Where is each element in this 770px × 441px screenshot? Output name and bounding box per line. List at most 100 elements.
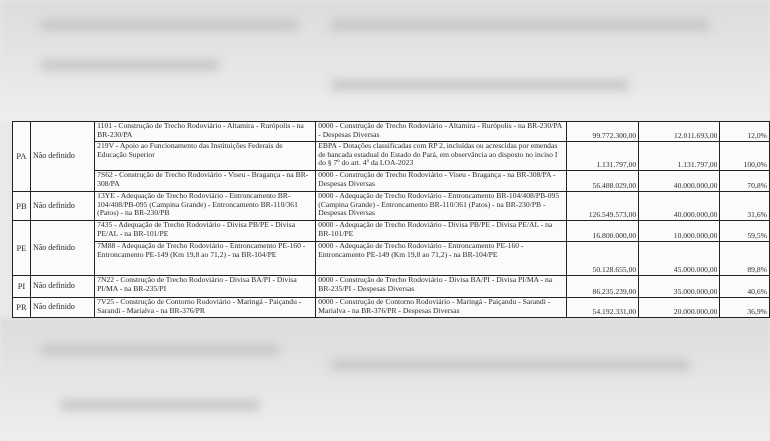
- blurred-text: [40, 345, 280, 355]
- dotacao: 54.192.331,00: [565, 297, 640, 318]
- valor-text: 40.000.000,00: [673, 211, 718, 220]
- plano-orcamentario-text: 0000 - Construção de Trecho Rodoviário -…: [318, 171, 556, 188]
- acao-text: 7V25 - Construção de Contorno Rodoviário…: [97, 298, 302, 315]
- dotacao-text: 56.488.029,00: [592, 182, 637, 191]
- percentual: 12,0%: [719, 121, 770, 142]
- table-row: 7M88 - Adequação de Trecho Rodoviário - …: [13, 241, 770, 276]
- table-row: PE Não definido 7435 - Adequação de Trecho…: [12, 220, 770, 276]
- valor-text: 20.000.000,00: [673, 308, 718, 317]
- table-row: PR Não definido 7V25 - Construção de Conto…: [12, 297, 770, 318]
- valor-text: 45.000.000,00: [673, 266, 718, 275]
- uf: PR: [12, 297, 31, 318]
- acao: 13YE - Adequação de Trecho Rodoviário - …: [94, 191, 317, 221]
- table-row: PA Não definido 1101 - Construção de Trech…: [12, 121, 770, 192]
- budget-table: PA Não definido 1101 - Construção de Trech…: [12, 121, 770, 318]
- valor-text: 12.011.693,00: [674, 132, 718, 141]
- dotacao: 86.235.239,00: [565, 275, 640, 298]
- status-text: Não definido: [32, 243, 75, 252]
- plano-orcamentario: 0000 - Construção de Trecho Rodoviário -…: [315, 121, 567, 142]
- dotacao-text: 16.800.000,00: [592, 232, 637, 241]
- valor-text: 10.000.000,00: [673, 232, 718, 241]
- valor-text: 1.131.797,00: [677, 161, 718, 170]
- table-row: 219V - Apoio ao Funcionamento das Instit…: [13, 141, 770, 171]
- valor: 20.000.000,00: [638, 297, 721, 318]
- percentual: 36,9%: [719, 297, 770, 318]
- plano-orcamentario-text: EBPA - Dotações classificadas com RP 2, …: [318, 142, 558, 168]
- dotacao-text: 86.235.239,00: [592, 288, 637, 297]
- percentual: 31,6%: [719, 191, 770, 221]
- plano-orcamentario: 0000 - Construção de Trecho Rodoviário -…: [315, 170, 567, 192]
- acao-text: 7N22 - Construção de Trecho Rodoviário -…: [97, 276, 297, 293]
- blurred-text: [330, 80, 630, 90]
- dotacao: 1.131.797,00: [565, 141, 640, 171]
- uf-text: PA: [16, 152, 27, 161]
- acao-text: 7M88 - Adequação de Trecho Rodoviário - …: [97, 242, 306, 259]
- plano-orcamentario: 0000 - Adequação de Trecho Rodoviário - …: [315, 191, 567, 221]
- status-text: Não definido: [32, 303, 75, 312]
- table-row: PI Não definido 7N22 - Construção de Trech…: [12, 275, 770, 298]
- uf: PA: [12, 121, 31, 192]
- blurred-text: [330, 360, 690, 370]
- percentual: 70,8%: [719, 170, 770, 192]
- valor-text: 40.000.000,00: [673, 182, 718, 191]
- percentual-text: 100,0%: [743, 161, 767, 170]
- acao: 7S62 - Construção de Trecho Rodoviário -…: [94, 170, 317, 192]
- uf: PI: [12, 275, 31, 298]
- status: Não definido: [29, 220, 96, 276]
- acao-text: 13YE - Adequação de Trecho Rodoviário - …: [97, 192, 298, 218]
- status-text: Não definido: [32, 282, 75, 291]
- percentual: 40,6%: [719, 275, 770, 298]
- percentual: 89,8%: [719, 241, 770, 276]
- status: Não definido: [29, 191, 96, 221]
- plano-orcamentario-text: 0000 - Adequação de Trecho Rodoviário - …: [318, 192, 560, 218]
- percentual-text: 40,6%: [747, 288, 767, 297]
- acao-text: 219V - Apoio ao Funcionamento das Instit…: [97, 142, 283, 159]
- acao-text: 7435 - Adequação de Trecho Rodoviário - …: [97, 221, 296, 238]
- uf-text: PE: [16, 243, 27, 253]
- blurred-text: [330, 20, 710, 30]
- status-text: Não definido: [32, 152, 75, 161]
- acao: 7V25 - Construção de Contorno Rodoviário…: [94, 297, 317, 318]
- valor: 40.000.000,00: [638, 170, 721, 192]
- dotacao-text: 50.128.655,00: [592, 266, 637, 275]
- valor: 35.000.000,00: [638, 275, 721, 298]
- dotacao-text: 1.131.797,00: [596, 161, 637, 170]
- table-row: 7S62 - Construção de Trecho Rodoviário -…: [13, 170, 770, 192]
- acao-text: 7S62 - Construção de Trecho Rodoviário -…: [97, 171, 309, 188]
- plano-orcamentario-text: 0000 - Adequação de Trecho Rodoviário - …: [318, 221, 553, 238]
- dotacao: 56.488.029,00: [565, 170, 640, 192]
- percentual-text: 89,8%: [747, 266, 767, 275]
- uf-text: PR: [16, 303, 27, 312]
- dotacao-text: 126.549.573,00: [588, 211, 637, 220]
- valor: 12.011.693,00: [638, 121, 721, 142]
- blurred-text: [40, 20, 300, 30]
- valor: 45.000.000,00: [638, 241, 721, 276]
- plano-orcamentario: 0000 - Construção de Trecho Rodoviário -…: [315, 275, 567, 298]
- dotacao-text: 54.192.331,00: [592, 308, 637, 317]
- table-row: PB Não definido 13YE - Adequação de Trecho…: [12, 191, 770, 221]
- plano-orcamentario: 0000 - Adequação de Trecho Rodoviário - …: [315, 241, 567, 276]
- valor-text: 35.000.000,00: [673, 288, 718, 297]
- acao-text: 1101 - Construção de Trecho Rodoviário -…: [97, 122, 304, 139]
- dotacao: 126.549.573,00: [565, 191, 640, 221]
- percentual: 100,0%: [719, 141, 770, 171]
- plano-orcamentario-text: 0000 - Construção de Trecho Rodoviário -…: [318, 122, 562, 139]
- percentual-text: 59,5%: [747, 232, 767, 241]
- percentual-text: 12,0%: [747, 132, 767, 141]
- acao: 7435 - Adequação de Trecho Rodoviário - …: [94, 220, 317, 242]
- plano-orcamentario-text: 0000 - Adequação de Trecho Rodoviário - …: [318, 242, 524, 259]
- percentual-text: 31,6%: [747, 211, 767, 220]
- plano-orcamentario-text: 0000 - Construção de Contorno Rodoviário…: [318, 298, 551, 315]
- dotacao: 16.800.000,00: [565, 220, 640, 242]
- uf-text: PB: [16, 201, 27, 211]
- status: Não definido: [29, 275, 96, 298]
- blurred-text: [40, 60, 220, 70]
- valor: 40.000.000,00: [638, 191, 721, 221]
- uf-text: PI: [17, 282, 26, 291]
- blurred-text: [60, 400, 260, 410]
- plano-orcamentario: 0000 - Adequação de Trecho Rodoviário - …: [315, 220, 567, 242]
- valor: 1.131.797,00: [638, 141, 721, 171]
- uf: PE: [12, 220, 31, 276]
- percentual-text: 36,9%: [747, 308, 767, 317]
